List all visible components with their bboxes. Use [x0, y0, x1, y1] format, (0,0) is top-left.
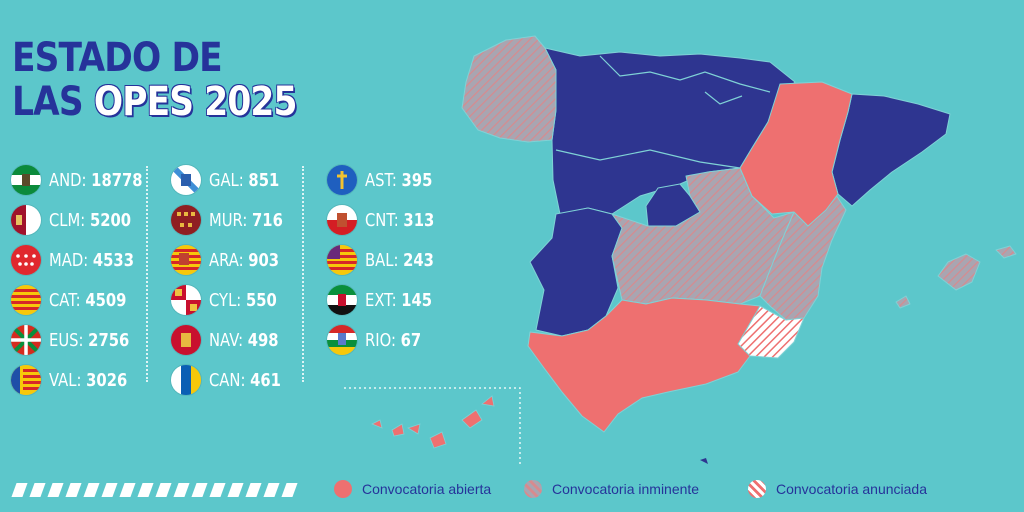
region-item-ara: ARA: 903: [170, 242, 340, 282]
region-code: EXT: [365, 290, 392, 311]
region-code: CAT: [49, 290, 76, 311]
region-item-clm: CLM: 5200: [10, 202, 180, 242]
region-value: 67: [400, 330, 422, 351]
region-striped-menorca: [995, 245, 1017, 259]
region-striped-murcia: [737, 305, 805, 359]
region-value: 4509: [85, 290, 127, 311]
castilla-la-mancha-flag-icon: [10, 204, 42, 236]
region-code: CNT: [365, 210, 394, 231]
region-code: ARA: [209, 250, 239, 271]
region-code: GAL: [209, 170, 239, 191]
region-value: 903: [248, 250, 280, 271]
galicia-flag-icon: [170, 164, 202, 196]
page-title: ESTADO DE LAS OPES 2025: [12, 36, 297, 124]
region-striped-baleares: [937, 253, 981, 291]
canary-inset-frame: [344, 387, 521, 464]
region-item-cat: CAT: 4509: [10, 282, 180, 322]
baleares-flag-icon: [326, 244, 358, 276]
castilla-y-leon-flag-icon: [170, 284, 202, 316]
region-code: MUR: [209, 210, 243, 231]
asturias-flag-icon: [326, 164, 358, 196]
column-divider-1: [146, 166, 148, 382]
valencia-flag-icon: [10, 364, 42, 396]
title-line-2-plain: LAS: [12, 79, 84, 125]
region-item-mad: MAD: 4533: [10, 242, 180, 282]
legend-swatch-icon: [334, 480, 352, 498]
canary-island-1: [371, 419, 383, 429]
canary-island-3: [407, 423, 421, 435]
legend-swatch-icon: [524, 480, 542, 498]
region-value: 498: [247, 330, 279, 351]
region-value: 243: [403, 250, 434, 271]
extremadura-flag-icon: [326, 284, 358, 316]
region-value: 851: [248, 170, 280, 191]
region-item-rio: RIO: 67: [326, 322, 496, 362]
canary-island-5: [461, 409, 483, 429]
region-blue-catalunya: [831, 93, 951, 207]
murcia-flag-icon: [170, 204, 202, 236]
region-item-ext: EXT: 145: [326, 282, 496, 322]
canary-island-4: [429, 431, 447, 449]
title-line-2: LAS OPES 2025: [12, 80, 297, 124]
andalucia-flag-icon: [10, 164, 42, 196]
region-item-cnt: CNT: 313: [326, 202, 496, 242]
region-item-eus: EUS: 2756: [10, 322, 180, 362]
region-item-ast: AST: 395: [326, 162, 496, 202]
euskadi-flag-icon: [10, 324, 42, 356]
region-value: 395: [401, 170, 433, 191]
region-value: 716: [252, 210, 283, 231]
region-item-nav: NAV: 498: [170, 322, 340, 362]
region-code: BAL: [365, 250, 394, 271]
region-value: 550: [245, 290, 277, 311]
region-value: 461: [250, 370, 281, 391]
region-code: CYL: [209, 290, 237, 311]
cantabria-flag-icon: [326, 204, 358, 236]
region-item-bal: BAL: 243: [326, 242, 496, 282]
title-line-1: ESTADO DE: [12, 35, 223, 81]
canary-island-6: [481, 395, 495, 407]
region-value: 4533: [92, 250, 134, 271]
legend-label: Convocatoria abierta: [362, 481, 492, 497]
region-striped-ibiza: [895, 295, 911, 309]
navarra-flag-icon: [170, 324, 202, 356]
region-code: AND: [49, 170, 82, 191]
legend-label: Convocatoria inminente: [552, 481, 700, 497]
region-item-mur: MUR: 716: [170, 202, 340, 242]
region-value: 18778: [91, 170, 143, 191]
region-value: 145: [401, 290, 433, 311]
region-value: 313: [403, 210, 435, 231]
region-solid-aragon: [739, 81, 853, 227]
region-code: CLM: [49, 210, 81, 231]
region-code: MAD: [49, 250, 84, 271]
madrid-flag-icon: [10, 244, 42, 276]
region-value: 2756: [88, 330, 130, 351]
legend-swatch-icon: [748, 480, 766, 498]
la-rioja-flag-icon: [326, 324, 358, 356]
region-code: VAL: [49, 370, 77, 391]
column-divider-2: [302, 166, 304, 382]
title-line-2-highlight: OPES 2025: [93, 79, 298, 125]
region-code: NAV: [209, 330, 239, 351]
legend-label: Convocatoria anunciada: [776, 481, 927, 497]
aragon-flag-icon: [170, 244, 202, 276]
region-code: EUS: [49, 330, 79, 351]
region-code: RIO: [365, 330, 391, 351]
region-item-can: CAN: 461: [170, 362, 340, 402]
catalunya-flag-icon: [10, 284, 42, 316]
region-code: CAN: [209, 370, 241, 391]
region-item-cyl: CYL: 550: [170, 282, 340, 322]
region-item-gal: GAL: 851: [170, 162, 340, 202]
region-item-and: AND: 18778: [10, 162, 180, 202]
region-code: AST: [365, 170, 392, 191]
region-value: 5200: [89, 210, 132, 231]
canarias-flag-icon: [170, 364, 202, 396]
region-value: 3026: [86, 370, 128, 391]
region-striped-galicia: [461, 35, 557, 143]
region-item-val: VAL: 3026: [10, 362, 180, 402]
canary-island-2: [391, 423, 405, 437]
